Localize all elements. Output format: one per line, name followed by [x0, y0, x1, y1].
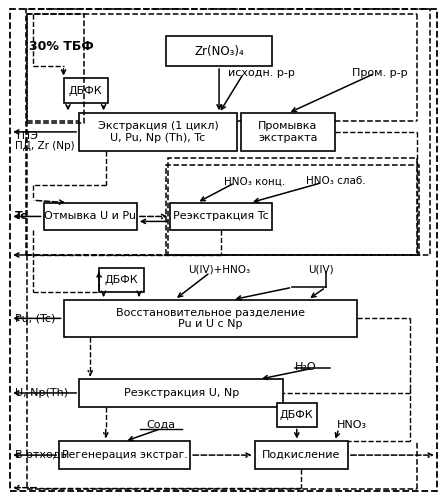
Bar: [27, 14, 84, 123]
Text: ДБФК: ДБФК: [280, 410, 314, 420]
Bar: [168, 158, 417, 255]
Text: Регенерация экстраг.: Регенерация экстраг.: [62, 450, 188, 460]
Text: ДБФК: ДБФК: [69, 86, 103, 96]
Text: Tc: Tc: [15, 211, 28, 221]
Text: HNO₃ конц.: HNO₃ конц.: [224, 176, 285, 186]
Text: Подкисление: Подкисление: [262, 450, 341, 460]
Bar: [170, 203, 272, 230]
Text: В отходы: В отходы: [15, 450, 69, 460]
Bar: [63, 78, 108, 104]
Bar: [166, 36, 272, 66]
Text: Экстракция (1 цикл)
U, Pu, Np (Th), Tc: Экстракция (1 цикл) U, Pu, Np (Th), Tc: [97, 121, 218, 142]
Text: ПД, Zr (Np): ПД, Zr (Np): [15, 140, 74, 150]
Bar: [166, 166, 419, 255]
Text: 30% ТБФ: 30% ТБФ: [30, 40, 94, 52]
Text: Реэкстракция Tc: Реэкстракция Tc: [173, 212, 269, 222]
Bar: [44, 203, 137, 230]
Bar: [79, 114, 237, 150]
Bar: [26, 9, 430, 255]
Text: ДБФК: ДБФК: [105, 276, 138, 285]
Text: U(IV): U(IV): [308, 265, 333, 275]
Bar: [241, 114, 334, 150]
Bar: [63, 300, 357, 337]
Text: HNO₃ слаб.: HNO₃ слаб.: [306, 176, 365, 186]
Text: Восстановительное разделение
Pu и U с Np: Восстановительное разделение Pu и U с Np: [116, 308, 305, 329]
Text: U, Np(Th): U, Np(Th): [15, 388, 68, 398]
Text: Реэкстракция U, Np: Реэкстракция U, Np: [124, 388, 239, 398]
Text: Пром. р-р: Пром. р-р: [352, 68, 408, 78]
Text: Pu, (Tc): Pu, (Tc): [15, 314, 55, 324]
Text: Сода: Сода: [147, 420, 176, 430]
Text: ТПЭ: ТПЭ: [15, 130, 38, 140]
Bar: [255, 442, 348, 469]
Text: U(IV)+HNO₃: U(IV)+HNO₃: [188, 265, 250, 275]
Bar: [59, 442, 190, 469]
Bar: [99, 268, 143, 292]
Text: H₂O: H₂O: [295, 362, 316, 372]
Text: HNO₃: HNO₃: [337, 420, 367, 430]
Text: Отмывка U и Pu: Отмывка U и Pu: [44, 212, 136, 222]
Bar: [79, 380, 283, 406]
Bar: [277, 402, 317, 426]
Text: исходн. р-р: исходн. р-р: [228, 68, 295, 78]
Text: Zr(NO₃)₄: Zr(NO₃)₄: [194, 44, 244, 58]
Text: Промывка
экстракта: Промывка экстракта: [258, 121, 318, 142]
